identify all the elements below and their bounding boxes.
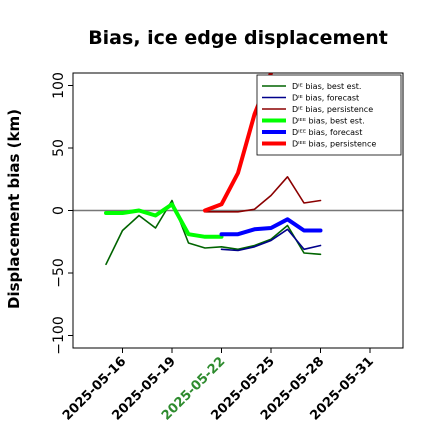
legend-label: Dᴵᴱᴱ bias, forecast (292, 128, 362, 137)
series-line (220, 228, 322, 252)
series-line (105, 199, 322, 266)
legend: Dᴵᴱ bias, best est. Dᴵᴱ bias, forecast Dᴵᴱ… (256, 74, 402, 156)
y-tick-label: 0 (51, 206, 67, 215)
chart-title: Bias, ice edge displacement (88, 27, 388, 49)
y-tick-label: −100 (51, 316, 67, 354)
legend-label: Dᴵᴱᴱ bias, best est. (292, 117, 365, 126)
series-line (219, 217, 323, 237)
legend-label: Dᴵᴱ bias, persistence (292, 105, 373, 114)
plot-frame (72, 72, 404, 349)
series-line (104, 202, 224, 239)
y-tick-label: −50 (51, 258, 67, 288)
y-tick-label: 50 (51, 139, 67, 157)
legend-label: Dᴵᴱ bias, best est. (292, 82, 361, 91)
series-line (204, 176, 322, 213)
y-axis-label: Displacement bias (km) (5, 109, 23, 309)
legend-label: Dᴵᴱ bias, forecast (292, 94, 359, 103)
y-tick-label: 100 (51, 72, 67, 99)
legend-label: Dᴵᴱᴱ bias, persistence (292, 140, 376, 149)
